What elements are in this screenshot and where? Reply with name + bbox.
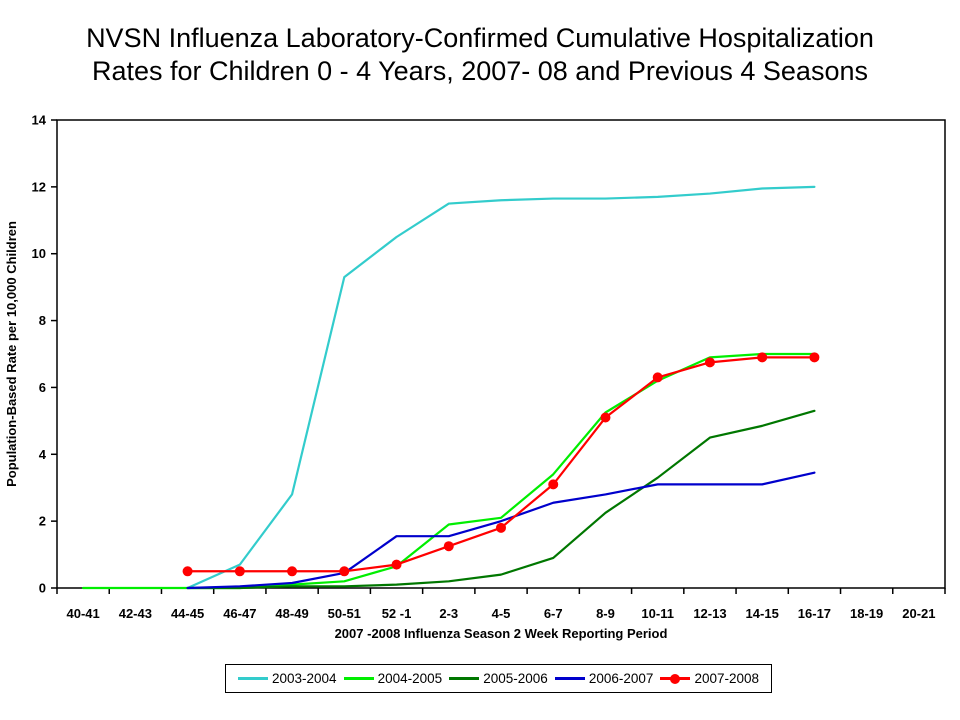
legend-label-2003-2004: 2003-2004 [272, 671, 337, 686]
series-marker-2007-2008 [234, 566, 245, 577]
series-line-2003-2004 [186, 185, 816, 590]
legend-marker-icon [670, 673, 681, 684]
y-axis-title: Population-Based Rate per 10,000 Childre… [4, 221, 19, 487]
legend-item-2006-2007: 2006-2007 [554, 671, 654, 686]
x-tick-label: 2-3 [439, 606, 458, 621]
x-tick-label: 6-7 [544, 606, 563, 621]
y-tick-label: 8 [39, 313, 46, 328]
x-tick-label: 52 -1 [382, 606, 412, 621]
legend-swatch-2007-2008 [660, 673, 691, 684]
x-tick-label: 50-51 [328, 606, 361, 621]
legend-label-2005-2006: 2005-2006 [483, 671, 548, 686]
series-marker-2007-2008 [496, 522, 506, 533]
x-axis-title: 2007 -2008 Influenza Season 2 Week Repor… [335, 626, 668, 641]
x-tick-label: 12-13 [693, 606, 726, 621]
legend: 2003-2004 2004-2005 2005-2006 2006-2007 2007… [225, 664, 772, 693]
y-tick-label: 14 [32, 113, 47, 128]
x-tick-label: 48-49 [275, 606, 308, 621]
x-tick-label: 42-43 [119, 606, 152, 621]
series-marker-2007-2008 [391, 559, 402, 570]
series-line-2006-2007 [186, 471, 816, 590]
y-tick-label: 0 [39, 581, 46, 596]
series-marker-2007-2008 [757, 352, 768, 363]
y-tick-label: 12 [32, 179, 46, 194]
series-marker-2007-2008 [443, 541, 454, 552]
series-marker-2007-2008 [600, 412, 611, 423]
legend-swatch-2003-2004 [238, 677, 268, 680]
series-marker-2007-2008 [809, 352, 820, 363]
series-marker-2007-2008 [287, 566, 298, 577]
chart-title-line1: NVSN Influenza Laboratory-Confirmed Cumu… [86, 23, 874, 53]
x-tick-label: 16-17 [798, 606, 831, 621]
x-tick-label: 44-45 [171, 606, 204, 621]
chart-title-line2: Rates for Children 0 - 4 Years, 2007- 08… [92, 56, 868, 86]
x-tick-label: 40-41 [66, 606, 99, 621]
x-tick-label: 20-21 [902, 606, 935, 621]
legend-swatch-2005-2006 [449, 677, 480, 680]
series-marker-2007-2008 [548, 479, 559, 490]
x-tick-label: 18-19 [850, 606, 883, 621]
legend-item-2003-2004: 2003-2004 [238, 671, 337, 686]
series-line-2005-2006 [186, 409, 816, 590]
x-tick-label: 14-15 [746, 606, 779, 621]
x-tick-label: 10-11 [641, 606, 674, 621]
legend-swatch-2004-2005 [343, 677, 374, 680]
x-tick-label: 8-9 [596, 606, 615, 621]
legend-label-2006-2007: 2006-2007 [588, 671, 654, 686]
legend-item-2004-2005: 2004-2005 [343, 671, 443, 686]
y-tick-label: 4 [39, 447, 47, 462]
series-marker-2007-2008 [339, 566, 350, 577]
y-tick-label: 10 [32, 246, 46, 261]
legend-swatch-2006-2007 [554, 677, 585, 680]
series-marker-2007-2008 [704, 357, 715, 368]
series-marker-2007-2008 [182, 566, 193, 577]
series-marker-2007-2008 [652, 372, 663, 383]
legend-label-2004-2005: 2004-2005 [377, 671, 443, 686]
series-line-2007-2008 [186, 356, 816, 573]
x-tick-label: 46-47 [223, 606, 256, 621]
y-tick-label: 6 [39, 380, 46, 395]
chart-title: NVSN Influenza Laboratory-Confirmed Cumu… [0, 22, 960, 88]
legend-label-2007-2008: 2007-2008 [694, 671, 759, 686]
legend-item-2007-2008: 2007-2008 [660, 671, 759, 686]
x-tick-label: 4-5 [492, 606, 511, 621]
plot-border [56, 119, 946, 589]
series-line-2004-2005 [82, 352, 816, 590]
legend-item-2005-2006: 2005-2006 [449, 671, 548, 686]
y-tick-label: 2 [39, 514, 46, 529]
